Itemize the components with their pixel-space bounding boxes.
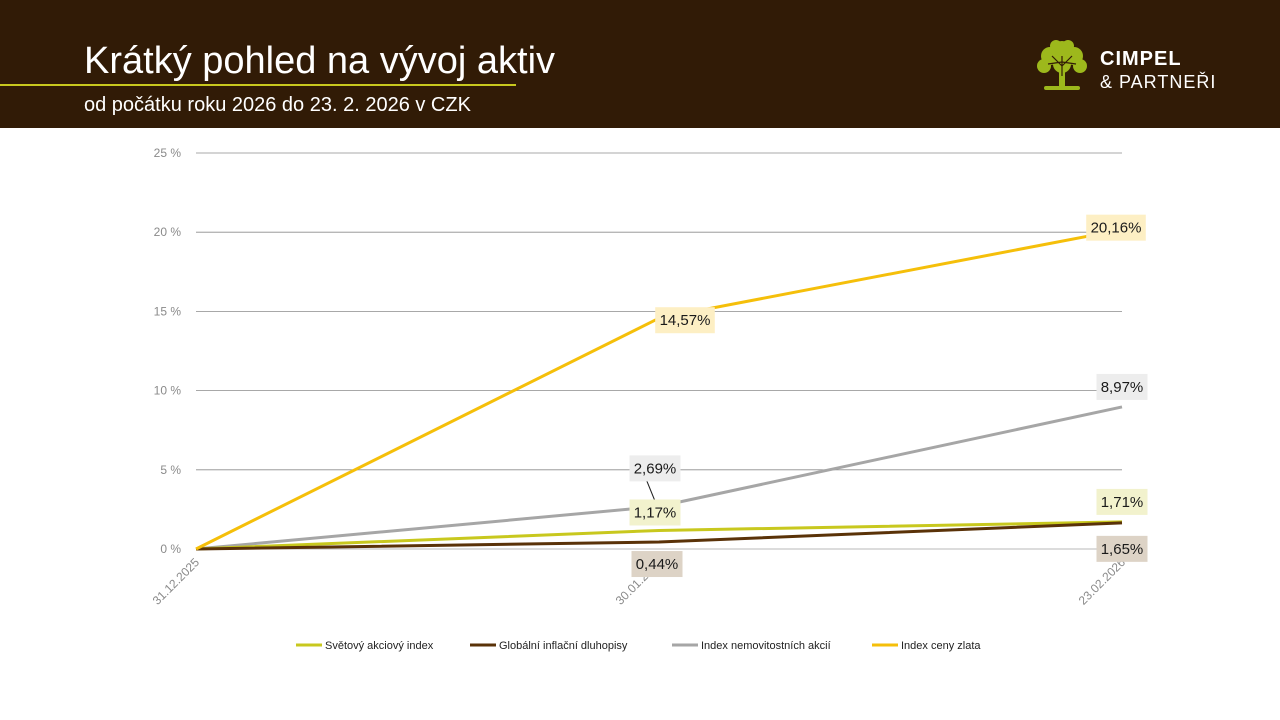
legend-label: Světový akciový index [325,640,434,652]
y-tick-label: 0 % [160,542,181,556]
y-axis-ticks: 0 % 5 % 10 % 15 % 20 % 25 % [154,146,182,556]
page-title: Krátký pohled na vývoj aktiv [84,40,556,82]
legend-label: Index ceny zlata [901,640,981,652]
x-tick-label: 31.12.2025 [150,555,203,608]
header-bar: Krátký pohled na vývoj aktiv od počátku … [0,0,1280,128]
data-label-bg [1096,373,1148,400]
data-label-bg [629,499,681,526]
page-subtitle: od počátku roku 2026 do 23. 2. 2026 v CZ… [84,94,471,116]
y-tick-label: 25 % [154,146,182,160]
y-tick-label: 20 % [154,225,182,239]
series-line [195,521,1123,551]
data-label-bg [631,551,683,578]
logo-text-secondary: & PARTNEŘI [1100,72,1217,92]
data-label-bg [1096,535,1148,562]
data-label-bg [1096,488,1148,515]
data-label: 1,17% [634,504,677,521]
chart-grid [196,152,1122,550]
data-label-bg [655,307,715,334]
series-line [195,520,1123,551]
legend-label: Globální inflační dluhopisy [499,640,628,652]
data-label: 8,97% [1101,379,1144,396]
data-label: 2,69% [634,460,677,477]
x-tick-label: 23.02.2026 [1076,555,1129,608]
data-labels: 1,17% 1,71% 0,44% 1,65% 2,69% 8,97% 14,57% 20,1… [629,214,1148,578]
y-tick-label: 5 % [160,463,181,477]
y-tick-label: 10 % [154,384,182,398]
legend-label: Index nemovitostních akcií [701,640,831,652]
data-label: 14,57% [660,312,711,329]
data-label: 0,44% [636,556,679,573]
data-label-bg [629,455,681,482]
chart-legend: Světový akciový index Globální inflační d… [296,640,981,652]
data-label: 1,71% [1101,494,1144,511]
data-label: 20,16% [1091,220,1142,237]
logo-text-main: CIMPEL [1100,48,1182,70]
tree-icon [1037,40,1087,90]
line-chart: 0 %5 %10 %15 %20 %25 % 31.12.2025 30.01.2… [150,146,1148,652]
y-tick-label: 15 % [154,304,182,318]
data-label: 1,65% [1101,541,1144,558]
data-label-bg [1086,214,1146,241]
company-logo: CIMPEL & PARTNEŘI [1034,36,1234,96]
title-underline [0,84,516,86]
